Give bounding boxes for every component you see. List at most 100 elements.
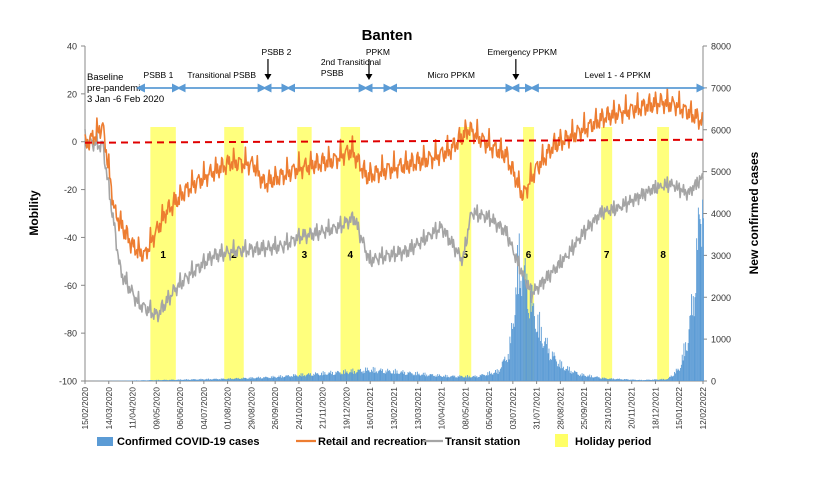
cases-bar — [680, 368, 681, 381]
cases-bar — [639, 380, 640, 381]
cases-bar — [190, 380, 191, 381]
cases-bar — [413, 375, 414, 381]
cases-bar — [362, 371, 363, 381]
cases-bar — [600, 379, 601, 381]
cases-bar — [311, 376, 312, 381]
cases-bar — [285, 376, 286, 381]
cases-bar — [690, 315, 691, 381]
cases-bar — [552, 352, 553, 381]
cases-bar — [513, 323, 514, 381]
cases-bar — [265, 377, 266, 381]
cases-bar — [678, 370, 679, 381]
cases-bar — [307, 374, 308, 381]
cases-bar — [144, 380, 145, 381]
cases-bar — [237, 379, 238, 381]
cases-bar — [667, 379, 668, 381]
x-tick-label: 01/08/2020 — [223, 387, 233, 430]
cases-bar — [621, 379, 622, 381]
cases-bar — [464, 377, 465, 381]
cases-bar — [465, 376, 466, 381]
cases-bar — [582, 376, 583, 381]
cases-bar — [201, 379, 202, 381]
cases-bar — [615, 379, 616, 381]
cases-bar — [220, 379, 221, 381]
baseline-text-2: pre-pandemic — [87, 83, 145, 94]
cases-bar — [264, 377, 265, 381]
cases-bar — [570, 373, 571, 381]
cases-bar — [643, 380, 644, 381]
cases-bar — [222, 379, 223, 381]
cases-bar — [540, 341, 541, 381]
cases-bar — [530, 291, 531, 381]
cases-bar — [677, 371, 678, 381]
cases-bar — [436, 375, 437, 381]
cases-bar — [402, 372, 403, 381]
period-label-4-a: 2nd Transitional — [321, 57, 381, 67]
cases-bar — [395, 369, 396, 381]
cases-bar — [675, 373, 676, 381]
legend-label-holiday: Holiday period — [575, 436, 651, 448]
cases-bar — [606, 379, 607, 381]
period-pointer-head-7 — [512, 74, 519, 80]
cases-bar — [658, 380, 659, 381]
cases-bar — [295, 374, 296, 381]
cases-bar — [165, 380, 166, 381]
cases-bar — [561, 361, 562, 381]
cases-bar — [560, 360, 561, 381]
cases-bar — [557, 366, 558, 381]
cases-bar — [578, 375, 579, 381]
cases-bar — [200, 380, 201, 381]
cases-bar — [178, 379, 179, 381]
cases-bar — [308, 373, 309, 381]
holiday-label-4: 4 — [348, 250, 354, 261]
cases-bar — [194, 379, 195, 381]
cases-bar — [390, 371, 391, 381]
cases-bar — [366, 371, 367, 381]
cases-bar — [178, 380, 179, 381]
cases-bar — [443, 376, 444, 381]
cases-bar — [684, 356, 685, 381]
cases-bar — [470, 377, 471, 381]
cases-bar — [284, 377, 285, 381]
cases-bar — [698, 208, 699, 381]
cases-bar — [393, 370, 394, 381]
cases-bar — [378, 371, 379, 381]
cases-bar — [599, 378, 600, 381]
cases-bar — [161, 380, 162, 381]
cases-bar — [391, 374, 392, 381]
cases-bar — [638, 380, 639, 381]
cases-bar — [622, 380, 623, 381]
cases-bar — [152, 380, 153, 381]
cases-bar — [470, 378, 471, 381]
cases-bar — [452, 376, 453, 381]
cases-bar — [485, 376, 486, 381]
cases-bar — [365, 368, 366, 381]
cases-bar — [587, 377, 588, 381]
cases-bar — [400, 373, 401, 381]
cases-bar — [464, 377, 465, 381]
cases-bar — [669, 377, 670, 381]
cases-bar — [381, 371, 382, 381]
cases-bar — [473, 376, 474, 381]
cases-bar — [573, 373, 574, 381]
y2-tick-label: 3000 — [711, 251, 731, 261]
cases-bar — [411, 373, 412, 381]
cases-bar — [447, 377, 448, 381]
cases-bar — [417, 372, 418, 381]
holiday-label-3: 3 — [302, 250, 308, 261]
cases-bar — [520, 281, 521, 381]
cases-bar — [549, 360, 550, 381]
cases-bar — [367, 368, 368, 381]
cases-bar — [640, 380, 641, 381]
x-tick-label: 15/01/2022 — [674, 387, 684, 430]
cases-bar — [645, 380, 646, 381]
cases-bar — [419, 374, 420, 381]
cases-bar — [567, 366, 568, 381]
cases-bar — [371, 370, 372, 381]
cases-bar — [147, 380, 148, 381]
cases-bar — [253, 378, 254, 381]
cases-bar — [143, 380, 144, 381]
cases-bar — [142, 380, 143, 381]
